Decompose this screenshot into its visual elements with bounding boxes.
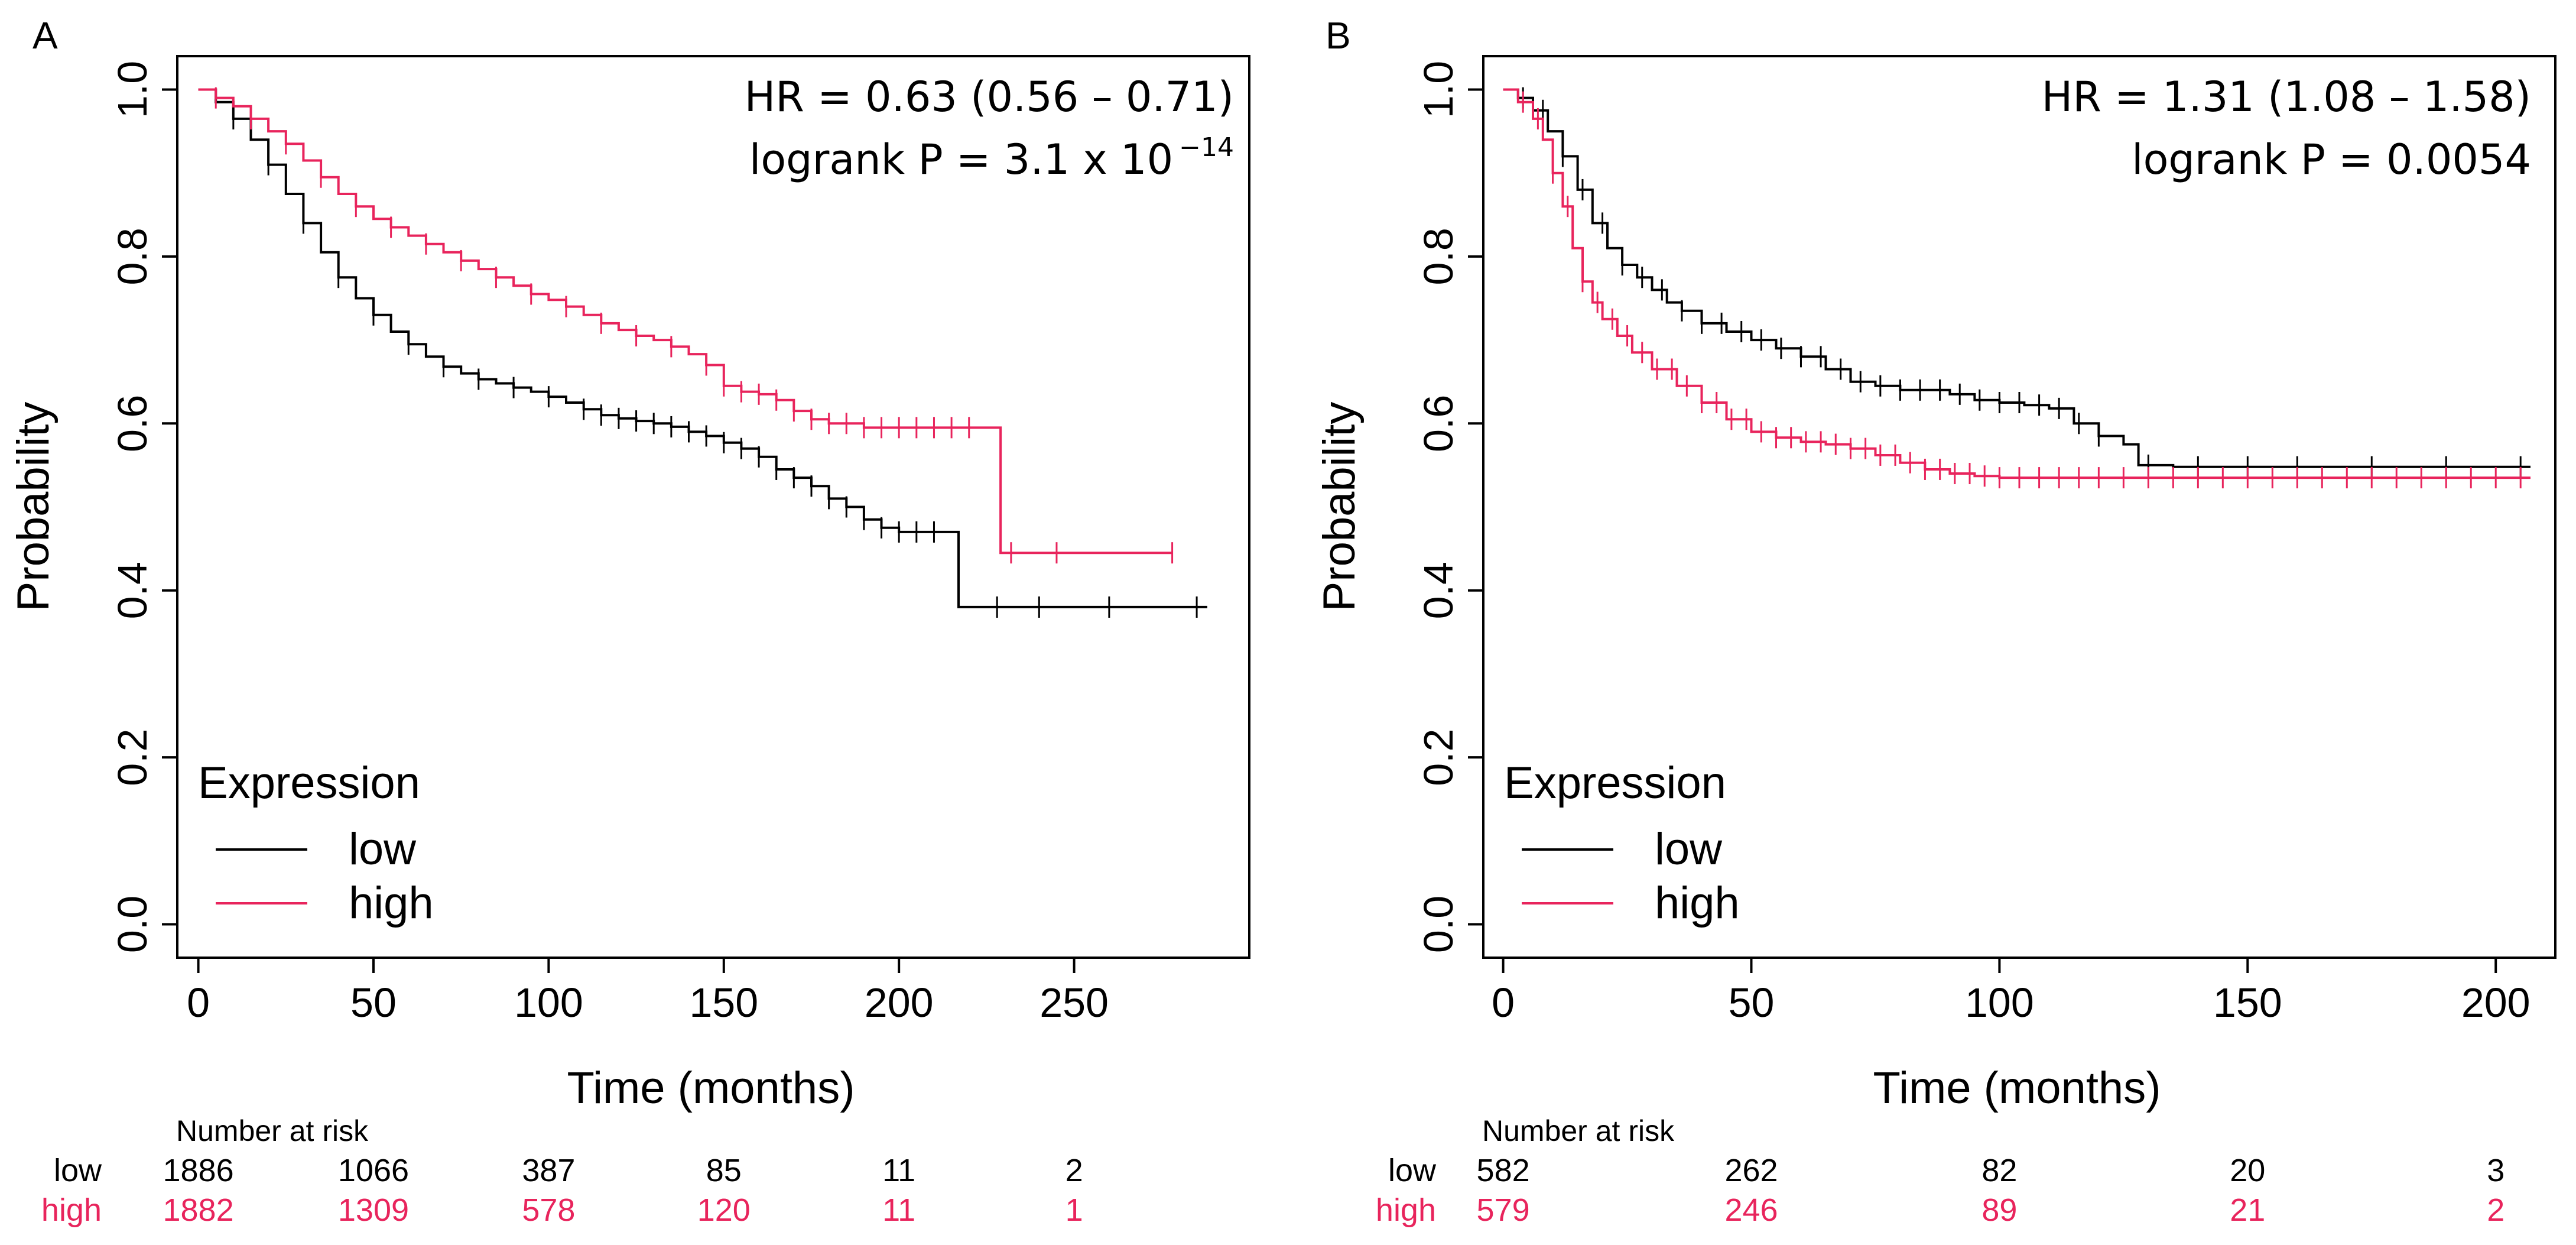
x-tick-label: 100 — [514, 980, 583, 1026]
y-tick-label: 0.8 — [1415, 228, 1461, 285]
y-tick-label: 0.2 — [109, 728, 155, 786]
hr-annotation: HR = 0.63 (0.56 – 0.71) — [745, 73, 1234, 121]
risk-table-heading: Number at risk — [1482, 1114, 1675, 1147]
risk-value-high: 246 — [1724, 1192, 1778, 1228]
y-tick-label: 1.0 — [109, 61, 155, 118]
km-curve-low — [1503, 88, 2530, 468]
x-tick-label: 0 — [1492, 980, 1515, 1026]
y-tick-label: 1.0 — [1415, 61, 1461, 118]
risk-value-high: 1882 — [163, 1192, 233, 1228]
y-tick-label: 0.6 — [1415, 395, 1461, 452]
legend-title: Expression — [1504, 758, 1726, 808]
x-axis-label: Time (months) — [567, 1063, 855, 1113]
risk-table-heading: Number at risk — [176, 1114, 369, 1147]
risk-value-high: 89 — [1981, 1192, 2017, 1228]
risk-value-low: 387 — [522, 1153, 575, 1188]
x-tick-label: 50 — [1729, 980, 1775, 1026]
risk-value-high: 578 — [522, 1192, 575, 1228]
risk-value-low: 85 — [706, 1153, 742, 1188]
risk-value-low: 11 — [882, 1153, 915, 1188]
y-axis-label: Probability — [1314, 402, 1365, 612]
y-tick-label: 0.4 — [1415, 562, 1461, 619]
risk-value-high: 1309 — [338, 1192, 409, 1228]
legend-label-high: high — [1655, 878, 1740, 928]
risk-value-low: 2 — [1066, 1153, 1083, 1188]
x-tick-label: 50 — [350, 980, 397, 1026]
legend-label-low: low — [349, 824, 417, 874]
risk-value-low: 582 — [1477, 1153, 1530, 1188]
y-tick-label: 0.2 — [1415, 728, 1461, 786]
panel-a: A Probability Time (months) HR = 0.63 (0… — [8, 14, 1250, 1228]
risk-row-label-low: low — [1388, 1153, 1437, 1188]
x-tick-label: 200 — [2461, 980, 2530, 1026]
risk-value-low: 1066 — [338, 1153, 409, 1188]
y-axis-label: Probability — [8, 402, 59, 612]
risk-value-high: 1 — [1066, 1192, 1083, 1228]
panel-b: B Probability Time (months) HR = 1.31 (1… — [1314, 14, 2556, 1228]
risk-row-label-high: high — [1376, 1192, 1436, 1228]
y-tick-label: 0.0 — [109, 896, 155, 953]
risk-value-high: 11 — [882, 1192, 915, 1228]
y-tick-label: 0.0 — [1415, 896, 1461, 953]
x-tick-label: 0 — [187, 980, 210, 1026]
risk-row-label-low: low — [54, 1153, 102, 1188]
plot-frame — [1482, 55, 2556, 959]
x-tick-label: 100 — [1965, 980, 2034, 1026]
risk-value-low: 82 — [1981, 1153, 2017, 1188]
risk-value-low: 20 — [2230, 1153, 2265, 1188]
risk-value-high: 21 — [2230, 1192, 2265, 1228]
x-tick-label: 150 — [689, 980, 758, 1026]
risk-value-low: 3 — [2487, 1153, 2504, 1188]
hr-annotation: HR = 1.31 (1.08 – 1.58) — [2042, 73, 2531, 121]
risk-value-high: 2 — [2487, 1192, 2504, 1228]
plot-frame — [176, 55, 1250, 959]
y-tick-label: 0.8 — [109, 228, 155, 285]
x-tick-label: 250 — [1040, 980, 1109, 1026]
panel-label: A — [33, 14, 58, 57]
x-tick-label: 150 — [2213, 980, 2282, 1026]
risk-value-low: 1886 — [163, 1153, 233, 1188]
x-axis-label: Time (months) — [1873, 1063, 2161, 1113]
legend-label-low: low — [1655, 824, 1723, 874]
km-curve-high — [1503, 88, 2530, 479]
risk-row-label-high: high — [41, 1192, 102, 1228]
y-tick-label: 0.6 — [109, 395, 155, 452]
legend-label-high: high — [349, 878, 434, 928]
legend-title: Expression — [198, 758, 420, 808]
y-tick-label: 0.4 — [109, 562, 155, 619]
risk-value-low: 262 — [1724, 1153, 1778, 1188]
x-tick-label: 200 — [865, 980, 934, 1026]
logrank-annotation: logrank P = 0.0054 — [2132, 135, 2531, 184]
panel-label: B — [1326, 14, 1351, 57]
risk-value-high: 120 — [697, 1192, 751, 1228]
risk-value-high: 579 — [1477, 1192, 1530, 1228]
logrank-annotation: logrank P = 3.1 x 10 −14 — [749, 132, 1234, 184]
